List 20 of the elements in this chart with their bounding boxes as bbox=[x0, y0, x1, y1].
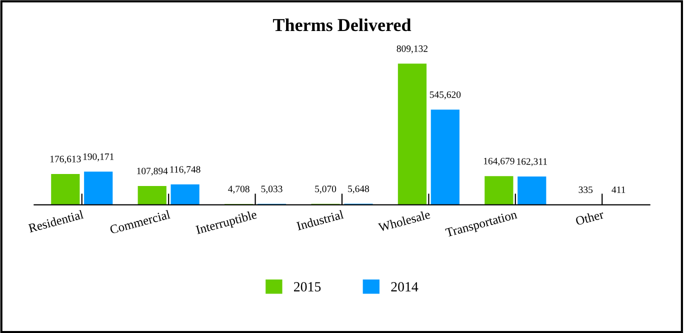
data-label: 5,070 bbox=[315, 186, 336, 194]
data-label: 164,679 bbox=[484, 158, 514, 166]
chart-title: Therms Delivered bbox=[272, 18, 412, 32]
x-tick-label: Wholesale bbox=[378, 210, 431, 232]
data-label: 411 bbox=[612, 186, 626, 193]
data-label: 335 bbox=[578, 186, 593, 194]
data-label: 809,132 bbox=[396, 45, 428, 54]
data-label: 116,748 bbox=[170, 166, 200, 174]
data-label: 5,648 bbox=[348, 186, 370, 194]
data-label: 545,620 bbox=[430, 91, 461, 100]
data-label: 107,894 bbox=[137, 168, 168, 176]
data-label: 5,033 bbox=[261, 186, 282, 194]
data-label: 176,613 bbox=[50, 156, 81, 164]
x-tick-label: Other bbox=[575, 210, 604, 226]
data-label: 190,171 bbox=[83, 153, 114, 162]
x-tick-label: Industrial bbox=[296, 210, 344, 230]
data-label: 4,708 bbox=[228, 186, 250, 194]
legend-label: 2015 bbox=[294, 282, 321, 292]
data-label: 162,311 bbox=[517, 158, 547, 166]
legend-label: 2014 bbox=[391, 282, 418, 292]
